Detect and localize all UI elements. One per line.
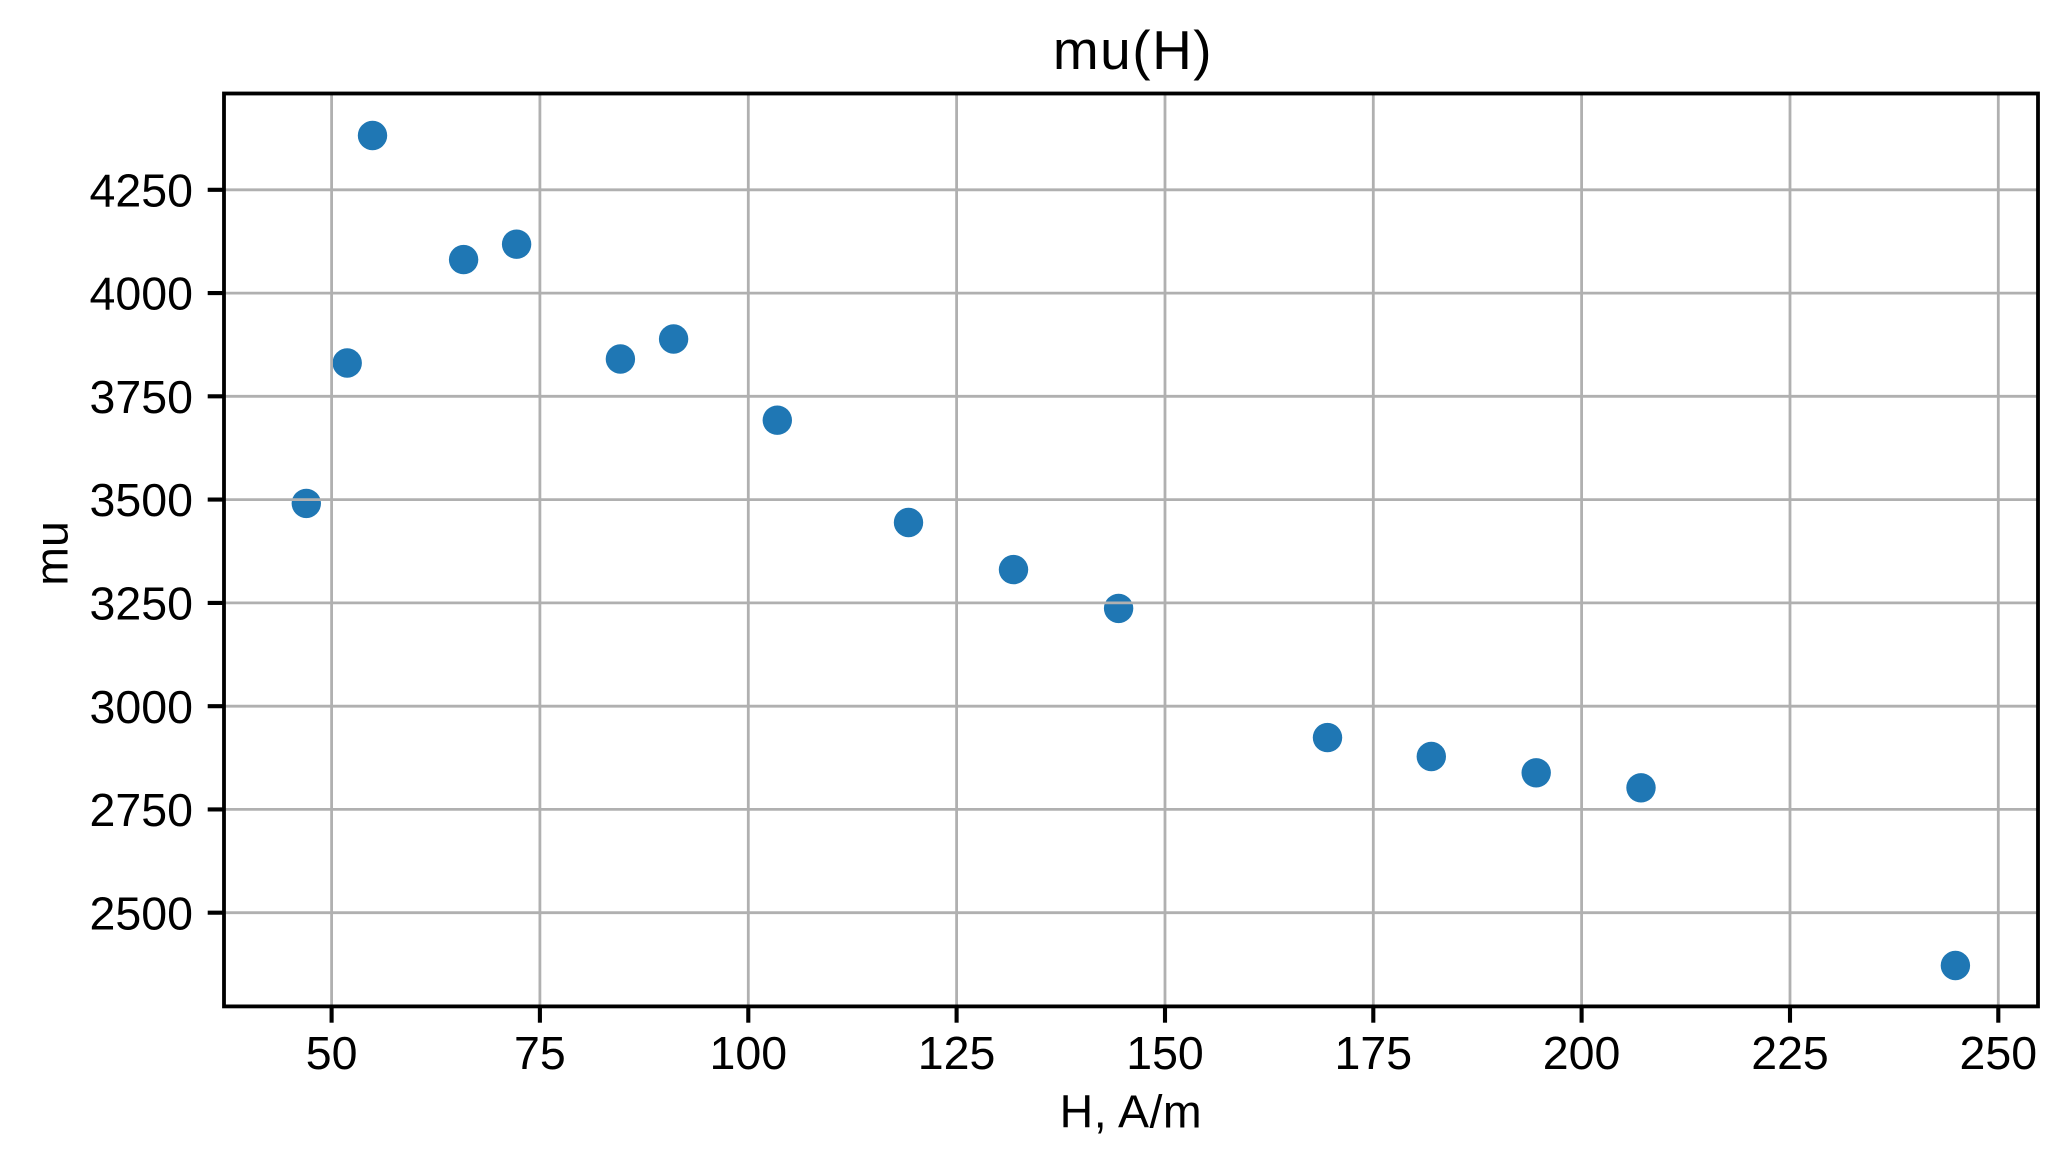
svg-text:3500: 3500 <box>90 474 193 526</box>
svg-text:2750: 2750 <box>90 784 193 836</box>
svg-text:mu(H): mu(H) <box>1053 19 1213 81</box>
svg-text:75: 75 <box>514 1027 566 1079</box>
svg-text:2500: 2500 <box>90 887 193 939</box>
svg-text:mu: mu <box>25 521 77 586</box>
svg-text:3750: 3750 <box>90 371 193 423</box>
svg-text:4000: 4000 <box>90 268 193 320</box>
svg-text:H, A/m: H, A/m <box>1060 1086 1203 1138</box>
svg-text:100: 100 <box>710 1027 788 1079</box>
svg-text:225: 225 <box>1751 1027 1829 1079</box>
svg-text:150: 150 <box>1126 1027 1204 1079</box>
svg-text:125: 125 <box>918 1027 996 1079</box>
svg-text:200: 200 <box>1543 1027 1621 1079</box>
svg-text:3000: 3000 <box>90 681 193 733</box>
svg-text:175: 175 <box>1335 1027 1413 1079</box>
svg-text:3250: 3250 <box>90 578 193 630</box>
svg-text:4250: 4250 <box>90 164 193 216</box>
svg-text:250: 250 <box>1960 1027 2038 1079</box>
svg-text:50: 50 <box>306 1027 358 1079</box>
